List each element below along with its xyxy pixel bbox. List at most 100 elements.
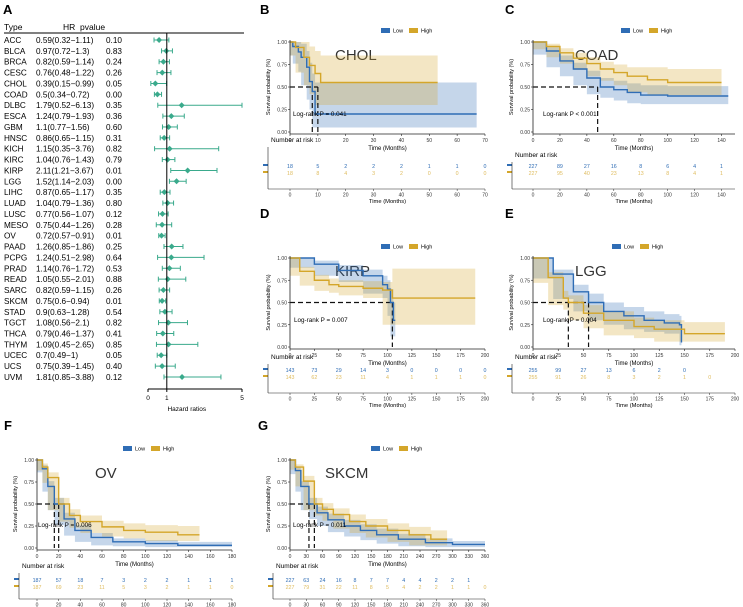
risk-x-tick-label: 330 bbox=[465, 603, 474, 607]
risk-x-tick-label: 175 bbox=[456, 397, 465, 403]
logrank-annotation: Log-rank P = 0.004 bbox=[543, 317, 597, 324]
risk-x-tick-label: 0 bbox=[289, 603, 292, 607]
risk-x-tick-label: 150 bbox=[680, 397, 689, 403]
x-tick-label: 125 bbox=[655, 353, 664, 359]
survival-curve-high bbox=[533, 257, 725, 335]
risk-count-high: 4 bbox=[693, 171, 696, 177]
x-tick-label: 0 bbox=[289, 554, 292, 560]
x-tick-label: 50 bbox=[427, 138, 433, 144]
forest-type-label: KIRC bbox=[4, 156, 24, 165]
x-tick-label: 0 bbox=[532, 138, 535, 144]
risk-x-tick-label: 80 bbox=[121, 603, 127, 607]
y-tick-label: 1.00 bbox=[277, 40, 287, 46]
risk-count-high: 2 bbox=[400, 171, 403, 177]
forest-hr-label: 1.52(1.14−2.03) bbox=[36, 177, 94, 186]
forest-type-label: BRCA bbox=[4, 58, 27, 67]
panel-letter-e: E bbox=[505, 206, 514, 221]
risk-count-high: 8 bbox=[370, 585, 373, 591]
x-tick-label: 90 bbox=[336, 554, 342, 560]
risk-x-tick-label: 175 bbox=[706, 397, 715, 403]
forest-pvalue-label: 0.26 bbox=[106, 286, 122, 295]
x-axis-title: Time (Months) bbox=[615, 146, 653, 152]
risk-x-tick-label: 40 bbox=[78, 603, 84, 607]
forest-type-label: LIHC bbox=[4, 188, 23, 197]
x-tick-label: 0 bbox=[289, 353, 292, 359]
forest-hr-label: 1.1(0.77−1.56) bbox=[36, 123, 90, 132]
forest-type-label: UCS bbox=[4, 362, 22, 371]
forest-pvalue-label: 0.85 bbox=[106, 340, 122, 349]
risk-x-tick-label: 25 bbox=[312, 397, 318, 403]
legend-label-high: High bbox=[421, 245, 432, 251]
risk-count-low: 5 bbox=[316, 164, 319, 170]
y-tick-label: 0.00 bbox=[520, 345, 530, 351]
forest-hr-label: 0.75(0.44−1.26) bbox=[36, 221, 94, 230]
forest-point bbox=[159, 330, 166, 337]
x-tick-label: 210 bbox=[400, 554, 409, 560]
y-tick-label: 0.25 bbox=[24, 524, 34, 530]
forest-type-label: OV bbox=[4, 232, 16, 241]
risk-count-high: 1 bbox=[410, 375, 413, 381]
legend-swatch-low bbox=[381, 28, 390, 33]
forest-hr-label: 0.86(0.65−1.15) bbox=[36, 134, 94, 143]
risk-count-high: 1 bbox=[459, 375, 462, 381]
risk-count-low: 18 bbox=[77, 578, 83, 584]
ci-band-high bbox=[290, 460, 448, 546]
logrank-annotation: Log-rank P = 0.041 bbox=[293, 111, 347, 118]
risk-count-low: 255 bbox=[529, 368, 538, 374]
x-tick-label: 120 bbox=[163, 554, 172, 560]
forest-pvalue-label: 0.05 bbox=[106, 79, 122, 88]
risk-count-high: 11 bbox=[99, 585, 105, 591]
risk-count-high: 11 bbox=[352, 585, 358, 591]
risk-count-high: 2 bbox=[419, 585, 422, 591]
risk-x-tick-label: 125 bbox=[655, 397, 664, 403]
risk-x-tick-label: 40 bbox=[399, 193, 405, 199]
forest-type-label: SKCM bbox=[4, 297, 28, 306]
forest-type-label: THYM bbox=[4, 340, 27, 349]
risk-count-low: 16 bbox=[611, 164, 617, 170]
km-panel-g: G SKCM Low High 0.00 0.25 0.50 0.75 1.00 0 30 60 90 1… bbox=[258, 418, 489, 607]
forest-pvalue-label: 0.35 bbox=[106, 101, 122, 110]
risk-count-low: 6 bbox=[633, 368, 636, 374]
forest-point bbox=[164, 156, 171, 163]
risk-x-tick-label: 100 bbox=[383, 397, 392, 403]
x-tick-label: 50 bbox=[336, 353, 342, 359]
forest-point bbox=[160, 287, 167, 294]
x-tick-label: 50 bbox=[581, 353, 587, 359]
x-tick-label: 80 bbox=[121, 554, 127, 560]
km-title: LGG bbox=[575, 263, 607, 280]
forest-point bbox=[159, 363, 166, 370]
x-tick-label: 25 bbox=[555, 353, 561, 359]
forest-hr-label: 0.79(0.46−1.37) bbox=[36, 329, 94, 338]
forest-pvalue-label: 0.54 bbox=[106, 308, 122, 317]
ci-band-high bbox=[37, 460, 200, 541]
risk-count-low: 18 bbox=[287, 164, 293, 170]
forest-hr-label: 0.7(0.49−1) bbox=[36, 351, 78, 360]
risk-count-low: 227 bbox=[286, 578, 295, 584]
y-tick-label: 1.00 bbox=[520, 40, 530, 46]
risk-x-tick-label: 30 bbox=[371, 193, 377, 199]
risk-x-tick-label: 60 bbox=[99, 603, 105, 607]
legend-swatch-low bbox=[612, 244, 621, 249]
x-tick-label: 150 bbox=[680, 353, 689, 359]
risk-x-tick-label: 0 bbox=[36, 603, 39, 607]
km-title: CHOL bbox=[335, 47, 377, 64]
forest-pvalue-label: 0.05 bbox=[106, 351, 122, 360]
forest-type-label: SARC bbox=[4, 286, 27, 295]
risk-count-low: 27 bbox=[584, 164, 590, 170]
ci-band-low bbox=[37, 460, 232, 548]
risk-x-tick-label: 140 bbox=[717, 193, 726, 199]
risk-count-high: 26 bbox=[581, 375, 587, 381]
forest-hr-label: 0.9(0.63−1.28) bbox=[36, 308, 90, 317]
risk-x-axis-title: Time (Months) bbox=[369, 403, 406, 409]
risk-x-tick-label: 270 bbox=[432, 603, 441, 607]
y-tick-label: 0.75 bbox=[24, 480, 34, 486]
risk-count-high: 1 bbox=[467, 585, 470, 591]
forest-type-label: LUAD bbox=[4, 199, 26, 208]
forest-pvalue-label: 0.82 bbox=[106, 145, 122, 154]
forest-point bbox=[159, 221, 166, 228]
risk-count-high: 11 bbox=[360, 375, 366, 381]
risk-count-high: 1 bbox=[187, 585, 190, 591]
legend-label-low: Low bbox=[393, 29, 403, 35]
panel-letter-b: B bbox=[260, 2, 269, 17]
